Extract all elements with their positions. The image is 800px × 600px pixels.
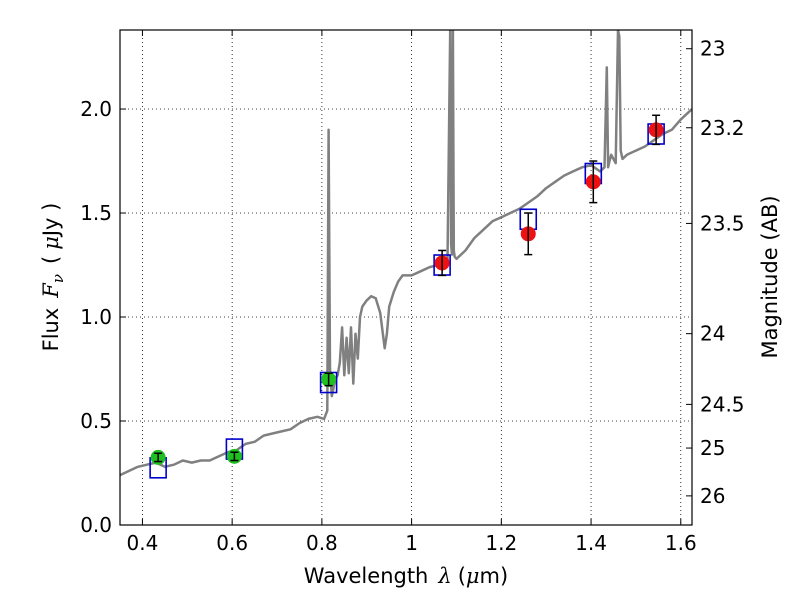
right-axis-label: Magnitude (AB) bbox=[758, 195, 782, 358]
y-tick-label: 0.5 bbox=[80, 409, 112, 433]
y-tick-label: 1.0 bbox=[80, 305, 112, 329]
plot-frame bbox=[119, 29, 693, 526]
y2-tick-label: 24 bbox=[700, 322, 725, 346]
axes: 0.4 0.6 0.8 1 1.2 1.4 1.6 0.0 0.5 1.0 1.5 2.0 23 23.2… bbox=[80, 30, 745, 555]
y2-tick-label: 25 bbox=[700, 436, 725, 460]
x-tick-label: 1.6 bbox=[665, 531, 697, 555]
y2-tick-label: 23.2 bbox=[700, 116, 745, 140]
y2-tick-label: 24.5 bbox=[700, 392, 745, 416]
x-tick-label: 0.6 bbox=[216, 531, 248, 555]
spectrum-line bbox=[120, 30, 692, 477]
markers bbox=[149, 114, 665, 479]
y-axis-label: FluxFν(μJy ) bbox=[39, 203, 67, 352]
x-axis-label: Wavelength λ (μm) bbox=[304, 564, 508, 588]
x-tick-label: 0.4 bbox=[127, 531, 159, 555]
y-tick-label: 1.5 bbox=[80, 201, 112, 225]
x-tick-label: 1.4 bbox=[575, 531, 607, 555]
x-tick-label: 1.2 bbox=[485, 531, 517, 555]
y2-tick-label: 23 bbox=[700, 37, 725, 61]
y-tick-label: 2.0 bbox=[80, 97, 112, 121]
x-tick-label: 1 bbox=[405, 531, 418, 555]
y2-tick-label: 26 bbox=[700, 484, 725, 508]
x-tick-label: 0.8 bbox=[306, 531, 338, 555]
plot-area bbox=[120, 30, 692, 477]
y2-tick-label: 23.5 bbox=[700, 211, 745, 235]
y-tick-label: 0.0 bbox=[80, 513, 112, 537]
